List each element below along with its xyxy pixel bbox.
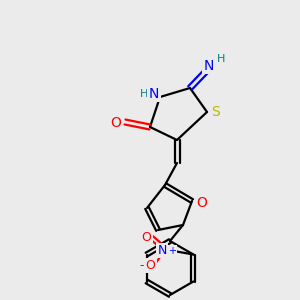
Text: S: S (212, 105, 220, 119)
Text: H: H (217, 54, 225, 64)
Text: N: N (149, 87, 159, 101)
Text: O: O (146, 259, 155, 272)
Text: O: O (141, 231, 151, 244)
Text: H: H (140, 89, 148, 99)
Text: +: + (168, 245, 176, 256)
Text: O: O (111, 116, 122, 130)
Text: -: - (139, 259, 144, 272)
Text: N: N (158, 244, 167, 257)
Text: O: O (196, 196, 207, 210)
Text: N: N (204, 59, 214, 73)
